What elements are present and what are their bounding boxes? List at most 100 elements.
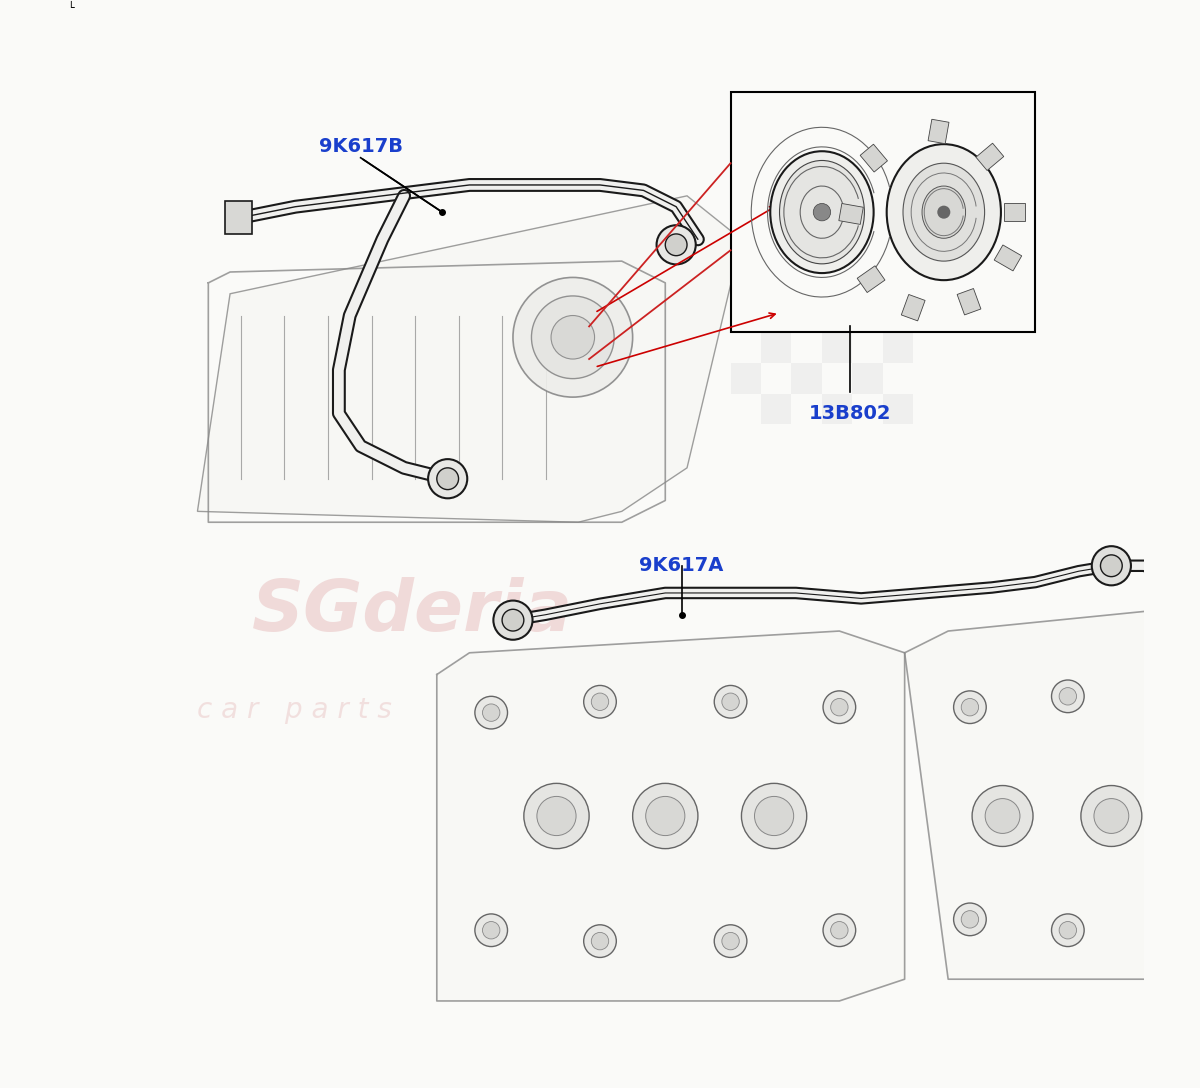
Bar: [1003, 203, 1026, 221]
Circle shape: [482, 922, 500, 939]
Circle shape: [592, 693, 608, 710]
Circle shape: [502, 609, 524, 631]
Bar: [792, 302, 822, 333]
Bar: [761, 302, 792, 333]
Bar: [792, 394, 822, 424]
Ellipse shape: [780, 161, 864, 264]
Bar: [883, 242, 913, 272]
Bar: [731, 272, 761, 302]
Circle shape: [493, 601, 533, 640]
Bar: [860, 145, 888, 172]
Circle shape: [714, 685, 746, 718]
Bar: [761, 363, 792, 394]
Bar: [822, 333, 852, 363]
Bar: [852, 272, 883, 302]
Bar: [901, 295, 925, 321]
Circle shape: [961, 698, 979, 716]
Circle shape: [428, 459, 467, 498]
Bar: [761, 394, 792, 424]
Circle shape: [823, 914, 856, 947]
Bar: [792, 242, 822, 272]
Polygon shape: [437, 631, 905, 1001]
Bar: [761, 242, 792, 272]
Circle shape: [1157, 911, 1175, 928]
Bar: [822, 302, 852, 333]
Bar: [883, 302, 913, 333]
Text: 9K617B: 9K617B: [319, 137, 403, 157]
Bar: [928, 120, 949, 144]
Circle shape: [1081, 786, 1142, 846]
Bar: [857, 265, 884, 293]
Text: 13B802: 13B802: [809, 404, 892, 423]
Circle shape: [632, 783, 698, 849]
Bar: [792, 272, 822, 302]
Circle shape: [656, 225, 696, 264]
Circle shape: [937, 206, 950, 219]
Circle shape: [512, 277, 632, 397]
Circle shape: [1094, 799, 1129, 833]
Bar: [883, 333, 913, 363]
Polygon shape: [905, 609, 1200, 979]
Circle shape: [1060, 688, 1076, 705]
Circle shape: [954, 903, 986, 936]
PathPatch shape: [198, 196, 742, 522]
Bar: [852, 363, 883, 394]
Bar: [761, 333, 792, 363]
Circle shape: [1100, 555, 1122, 577]
Circle shape: [722, 932, 739, 950]
Bar: [883, 272, 913, 302]
Bar: [822, 242, 852, 272]
Bar: [839, 203, 863, 224]
Bar: [958, 288, 980, 314]
Bar: [224, 201, 252, 234]
Circle shape: [742, 783, 806, 849]
Bar: [761, 272, 792, 302]
Circle shape: [524, 783, 589, 849]
Circle shape: [437, 468, 458, 490]
Circle shape: [1051, 914, 1084, 947]
Circle shape: [475, 914, 508, 947]
Circle shape: [1150, 691, 1182, 724]
Bar: [731, 242, 761, 272]
Ellipse shape: [770, 151, 874, 273]
Ellipse shape: [922, 186, 966, 238]
Circle shape: [961, 911, 979, 928]
Bar: [852, 302, 883, 333]
Circle shape: [830, 922, 848, 939]
Bar: [883, 394, 913, 424]
Bar: [731, 394, 761, 424]
Circle shape: [551, 316, 594, 359]
Bar: [852, 394, 883, 424]
Text: c a r   p a r t s: c a r p a r t s: [198, 696, 392, 725]
Bar: [731, 363, 761, 394]
Bar: [731, 302, 761, 333]
Bar: [792, 363, 822, 394]
Bar: [976, 144, 1003, 171]
Circle shape: [1092, 546, 1130, 585]
Ellipse shape: [887, 145, 1001, 281]
Bar: [852, 242, 883, 272]
Circle shape: [985, 799, 1020, 833]
Text: SGderia: SGderia: [252, 577, 572, 646]
Circle shape: [482, 704, 500, 721]
Bar: [822, 363, 852, 394]
Circle shape: [755, 796, 793, 836]
Circle shape: [823, 691, 856, 724]
Ellipse shape: [904, 163, 985, 261]
Circle shape: [714, 925, 746, 957]
Bar: [994, 245, 1021, 271]
Bar: [822, 394, 852, 424]
Circle shape: [972, 786, 1033, 846]
Circle shape: [1157, 698, 1175, 716]
Bar: [792, 333, 822, 363]
Bar: [731, 333, 761, 363]
Text: 9K617A: 9K617A: [640, 556, 724, 576]
Circle shape: [646, 796, 685, 836]
Bar: [731, 92, 1036, 332]
Circle shape: [1060, 922, 1076, 939]
Circle shape: [583, 685, 617, 718]
Circle shape: [814, 203, 830, 221]
Circle shape: [722, 693, 739, 710]
Circle shape: [583, 925, 617, 957]
Circle shape: [592, 932, 608, 950]
